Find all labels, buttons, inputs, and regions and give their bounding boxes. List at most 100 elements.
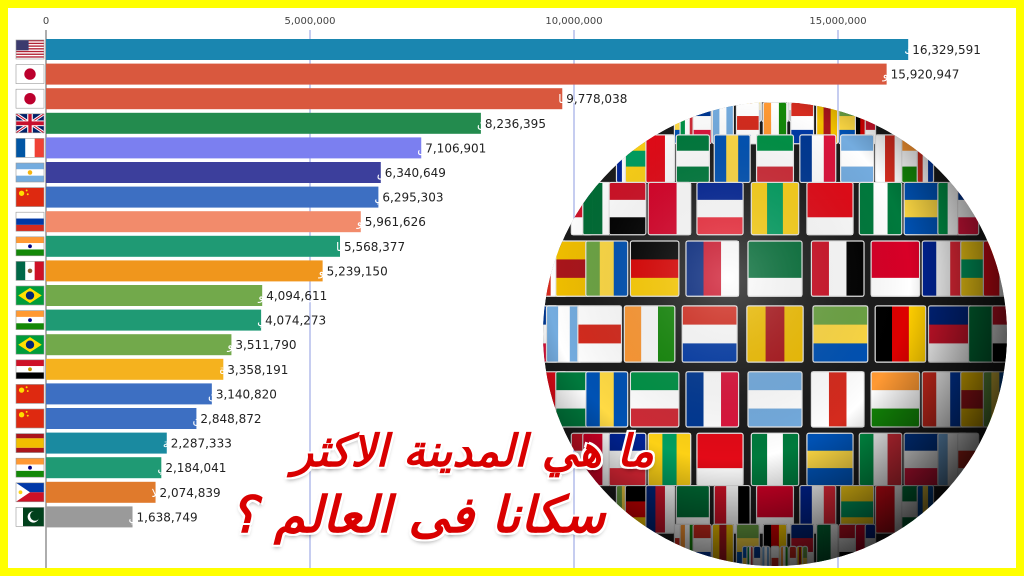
bar — [46, 309, 262, 331]
usa-flag — [15, 39, 45, 60]
bar — [46, 506, 133, 528]
bar — [46, 186, 379, 208]
flag-field — [16, 384, 44, 404]
bar — [46, 235, 341, 257]
france-flag — [15, 138, 45, 158]
china-flag — [15, 408, 45, 429]
bar — [46, 408, 197, 429]
bar-label: بيجين — [208, 387, 235, 402]
flag-border — [15, 162, 45, 183]
data-label: 2,184,041 — [165, 461, 226, 475]
india-flag — [15, 310, 45, 330]
flag-band — [16, 433, 44, 439]
flag-border — [15, 236, 45, 257]
india-flag — [15, 236, 45, 257]
data-label: 3,511,790 — [235, 338, 296, 352]
tile-band — [674, 102, 685, 117]
flag-border — [15, 457, 45, 478]
flag-emblem — [18, 190, 25, 196]
brazil-flag — [15, 285, 45, 306]
bar-label: أوساكا — [558, 91, 590, 107]
flag-field — [16, 409, 44, 428]
flag-band — [16, 492, 44, 502]
flag-border — [15, 113, 45, 134]
data-label: 4,094,611 — [266, 289, 327, 303]
flag-band — [16, 212, 44, 219]
mexico-flag — [15, 261, 45, 281]
bar — [46, 383, 212, 405]
japan-flag — [15, 88, 45, 109]
flag-border — [15, 359, 45, 380]
data-label: 2,074,839 — [160, 486, 221, 500]
flag-border — [15, 310, 45, 330]
flag-band — [16, 224, 44, 232]
flag-band — [16, 163, 44, 170]
flag-emblem — [26, 390, 29, 392]
tile-band — [865, 102, 876, 117]
caption-line-2: سكانا فى العالم ؟ — [230, 486, 606, 544]
flag-stripe — [16, 56, 44, 58]
tile-band — [865, 551, 876, 566]
flag-band — [34, 138, 44, 158]
x-tick-label: 10,000,000 — [545, 16, 602, 27]
data-label: 5,568,377 — [344, 240, 405, 254]
flag-emblem — [27, 170, 33, 175]
bar-label: مدينة مكسيكو — [318, 264, 389, 279]
flag-border — [15, 482, 45, 503]
flag-cross — [16, 121, 44, 126]
flag-border — [15, 285, 45, 306]
flag-band — [16, 458, 44, 465]
flag-emblem — [25, 189, 28, 192]
bar-label: مومباي — [257, 314, 293, 329]
flag-band — [25, 138, 35, 158]
bar — [46, 260, 323, 282]
bar-label: ريوديجانيرو — [257, 289, 313, 304]
data-label: 2,848,872 — [200, 412, 261, 426]
bar-label: دلهي — [157, 461, 182, 475]
flag-emblem — [26, 414, 29, 417]
tile-band — [803, 94, 808, 99]
flag-band — [16, 323, 44, 330]
bar-label: كلكتا — [336, 240, 360, 254]
flag-emblem — [25, 386, 28, 389]
pakistan-flag — [15, 507, 45, 527]
spain-flag — [15, 433, 45, 453]
flag-border — [15, 211, 45, 232]
bar — [46, 334, 232, 356]
flag-band — [16, 482, 44, 493]
flag-emblem — [28, 367, 32, 372]
flag-band — [16, 359, 44, 367]
bar-label: كراتشي — [129, 510, 169, 525]
flag-emblem — [27, 268, 33, 274]
data-label: 3,358,191 — [227, 363, 288, 377]
data-label: 2,287,333 — [171, 437, 232, 451]
flag-band — [16, 236, 44, 244]
bar-label: برشلونة — [163, 437, 203, 452]
data-label: 3,140,820 — [216, 387, 277, 401]
flag-stripe — [16, 42, 44, 45]
flag-stripe — [16, 53, 44, 55]
bar — [46, 112, 481, 134]
bar-label: القاهرة — [219, 363, 255, 378]
flag-stripe — [16, 45, 44, 47]
bar — [46, 137, 422, 159]
philippines-flag — [15, 482, 45, 503]
bar — [46, 285, 263, 306]
flag-globe-image — [543, 94, 1007, 566]
flag-emblem — [24, 93, 36, 105]
bar-label: شنغهاي — [374, 191, 412, 205]
x-tick-label: 0 — [43, 16, 49, 27]
flag-emblem — [25, 410, 28, 413]
data-label: 6,295,303 — [382, 191, 443, 205]
bar — [46, 432, 167, 454]
flag-emblem — [28, 465, 32, 470]
flag-border — [15, 261, 45, 281]
flag-band — [16, 175, 44, 182]
flag-band — [16, 310, 44, 317]
flag-border — [15, 433, 45, 453]
flag-emblem — [30, 510, 40, 521]
data-label: 4,074,273 — [265, 314, 326, 328]
flag-border — [15, 88, 45, 109]
bar-label: نيو يورك — [904, 43, 946, 58]
